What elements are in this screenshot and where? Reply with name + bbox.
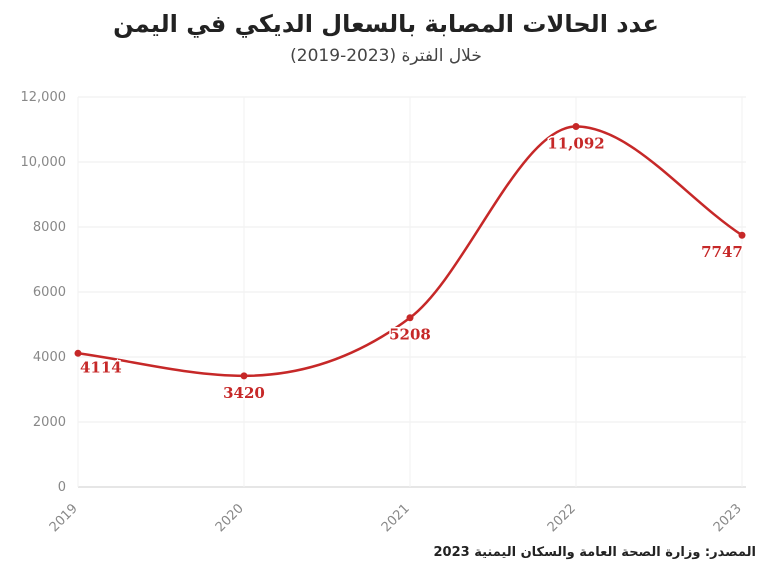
data-point xyxy=(406,314,414,322)
y-tick-label: 2000 xyxy=(33,415,66,430)
chart-subtitle: خلال الفترة (2023-2019) xyxy=(290,46,482,66)
x-tick-label: 2023 xyxy=(711,501,745,535)
y-tick-label: 4000 xyxy=(33,350,66,365)
data-label: 5208 xyxy=(389,326,431,344)
x-tick-label: 2020 xyxy=(213,501,247,535)
data-point xyxy=(572,123,580,131)
series-line xyxy=(77,125,743,378)
chart-title: عدد الحالات المصابة بالسعال الديكي في ال… xyxy=(113,10,659,38)
data-label: 3420 xyxy=(223,384,265,402)
data-label: 11,092 xyxy=(547,135,604,153)
x-tick-label: 2022 xyxy=(545,501,579,535)
y-tick-label: 8000 xyxy=(33,220,66,235)
source-note: المصدر: وزارة الصحة العامة والسكان اليمن… xyxy=(433,545,756,560)
data-label: 7747 xyxy=(701,243,743,261)
y-tick-label: 10,000 xyxy=(21,155,67,170)
data-point xyxy=(74,349,82,357)
y-tick-label: 12,000 xyxy=(21,90,67,105)
y-tick-label: 6000 xyxy=(33,285,66,300)
data-point xyxy=(738,231,746,239)
x-tick-label: 2021 xyxy=(379,501,413,535)
data-point xyxy=(240,372,248,380)
y-tick-label: 0 xyxy=(58,480,66,495)
data-label: 4114 xyxy=(80,358,122,376)
x-tick-label: 2019 xyxy=(47,501,81,535)
